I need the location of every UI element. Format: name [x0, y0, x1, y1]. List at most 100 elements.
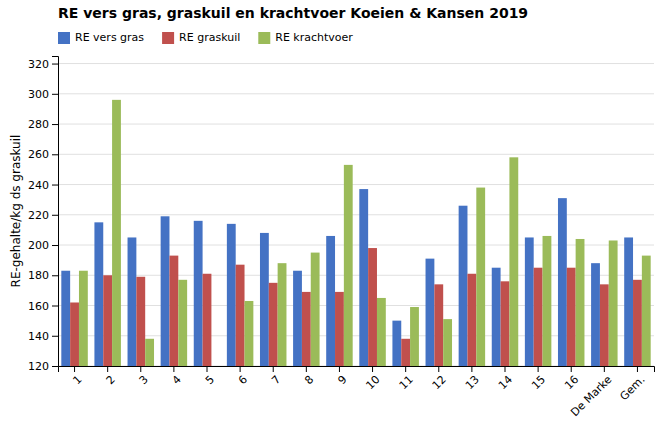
x-tick-label: 8: [302, 373, 316, 387]
x-tick: Gem.: [617, 366, 647, 403]
bar: [558, 198, 567, 366]
x-tick-mark: [240, 366, 241, 372]
x-tick: 15: [529, 366, 548, 392]
bar: [501, 281, 510, 366]
x-tick-mark: [637, 366, 638, 372]
y-tick-mark: [52, 94, 58, 95]
x-tick-label: 13: [463, 373, 482, 392]
bar: [245, 301, 254, 366]
y-axis-title: RE-gehalte/kg ds graskuil: [9, 135, 23, 288]
x-tick: 14: [496, 366, 515, 392]
x-tick-mark: [505, 366, 506, 372]
bar: [492, 268, 501, 366]
x-tick: 2: [104, 366, 118, 387]
bar: [311, 253, 320, 366]
y-tick: 160: [28, 300, 58, 313]
chart: 1201401601802002202402602803003201234567…: [0, 0, 670, 428]
x-tick-label: 14: [496, 373, 515, 392]
x-tick-mark: [538, 366, 539, 372]
x-axis-line: [59, 367, 655, 373]
y-tick-mark: [52, 64, 58, 65]
legend-label: RE graskuil: [179, 31, 240, 44]
x-tick-mark: [372, 366, 373, 372]
bar: [459, 206, 468, 366]
x-tick-mark: [405, 366, 406, 372]
x-tick-label: 6: [236, 373, 250, 387]
bar: [112, 100, 121, 366]
y-tick-mark: [52, 245, 58, 246]
legend-swatch: [162, 32, 174, 44]
bar: [278, 263, 287, 366]
y-tick: 140: [28, 330, 58, 343]
y-tick: 300: [28, 88, 58, 101]
x-tick: 9: [335, 366, 349, 387]
grid-line: [58, 184, 654, 185]
x-tick: 8: [302, 366, 316, 387]
bar: [392, 321, 401, 366]
bar: [236, 265, 245, 366]
y-tick: 120: [28, 360, 58, 373]
x-tick-label: 9: [335, 373, 349, 387]
bar: [567, 268, 576, 366]
bar: [410, 307, 419, 366]
x-tick: 10: [364, 366, 383, 392]
x-tick-label: 12: [430, 373, 449, 392]
bar: [103, 275, 112, 366]
y-tick-label: 320: [28, 58, 49, 71]
x-tick-mark: [74, 366, 75, 372]
y-tick-label: 240: [28, 179, 49, 192]
plot: 1201401601802002202402602803003201234567…: [28, 57, 655, 420]
x-axis: 12345678910111213141516De MarkeGem.: [59, 366, 655, 419]
x-tick-mark: [471, 366, 472, 372]
grid-line: [58, 93, 654, 94]
x-tick-label: 10: [364, 373, 383, 392]
x-tick-label: 16: [562, 373, 581, 392]
x-tick-mark: [107, 366, 108, 372]
y-tick-mark: [52, 275, 58, 276]
bar: [70, 302, 79, 366]
y-tick-mark: [52, 185, 58, 186]
x-tick-mark: [339, 366, 340, 372]
bar: [576, 239, 585, 366]
bar: [368, 248, 377, 366]
bar: [194, 221, 203, 366]
x-tick-mark: [604, 366, 605, 372]
legend-item: RE vers gras: [58, 31, 144, 44]
x-tick-mark: [140, 366, 141, 372]
x-tick: 4: [170, 366, 184, 387]
bar: [609, 240, 618, 366]
x-tick-label: 3: [137, 373, 151, 387]
bar: [642, 256, 651, 366]
legend-swatch: [58, 32, 70, 44]
legend-label: RE krachtvoer: [275, 31, 353, 44]
bar: [227, 224, 236, 366]
y-tick: 260: [28, 148, 58, 161]
bar: [426, 259, 435, 366]
bar: [335, 292, 344, 366]
bar: [443, 319, 452, 366]
y-tick: 240: [28, 179, 58, 192]
legend-swatch: [258, 32, 270, 44]
bar: [169, 256, 178, 366]
y-tick-label: 280: [28, 118, 49, 131]
bar-series: [70, 248, 642, 366]
bar: [467, 274, 476, 366]
bar: [534, 268, 543, 366]
bar: [61, 271, 70, 366]
x-tick: 12: [430, 366, 449, 392]
y-tick-mark: [52, 154, 58, 155]
y-tick-label: 160: [28, 300, 49, 313]
y-tick: 200: [28, 239, 58, 252]
x-tick-mark: [306, 366, 307, 372]
y-tick-label: 120: [28, 360, 49, 373]
bar: [128, 237, 137, 366]
bar: [600, 284, 609, 366]
y-tick: 220: [28, 209, 58, 222]
bar: [211, 366, 220, 367]
bar: [203, 274, 212, 366]
bar: [377, 298, 386, 366]
x-tick-mark: [207, 366, 208, 372]
y-tick-label: 300: [28, 88, 49, 101]
x-tick-label: 2: [104, 373, 118, 387]
x-tick: 6: [236, 366, 250, 387]
